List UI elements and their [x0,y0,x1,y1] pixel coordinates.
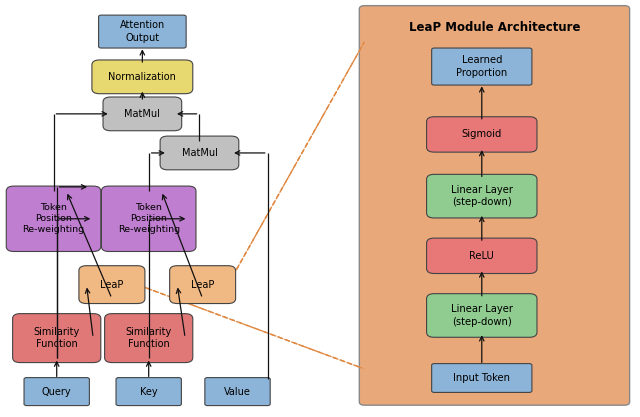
Text: Linear Layer
(step-down): Linear Layer (step-down) [451,304,513,327]
FancyBboxPatch shape [79,266,145,304]
Text: Token
Position
Re-weighting: Token Position Re-weighting [22,203,84,234]
Text: MatMul: MatMul [124,109,160,119]
FancyBboxPatch shape [101,186,196,251]
FancyBboxPatch shape [359,6,630,405]
FancyBboxPatch shape [104,314,193,363]
FancyBboxPatch shape [116,378,181,406]
FancyBboxPatch shape [99,15,186,48]
Text: LeaP: LeaP [191,280,214,290]
Text: Value: Value [224,387,251,397]
FancyBboxPatch shape [431,364,532,392]
FancyBboxPatch shape [92,60,193,94]
Text: Key: Key [140,387,157,397]
Text: Input Token: Input Token [453,373,510,383]
FancyBboxPatch shape [160,136,239,170]
Text: ReLU: ReLU [469,251,494,261]
Text: Token
Position
Re-weighting: Token Position Re-weighting [118,203,180,234]
FancyBboxPatch shape [427,174,537,218]
Text: Similarity
Function: Similarity Function [125,327,172,349]
Text: Sigmoid: Sigmoid [461,129,502,139]
FancyBboxPatch shape [431,48,532,85]
Text: Normalization: Normalization [108,72,176,82]
FancyBboxPatch shape [205,378,270,406]
FancyBboxPatch shape [427,238,537,274]
FancyBboxPatch shape [24,378,90,406]
FancyBboxPatch shape [427,117,537,152]
FancyBboxPatch shape [427,294,537,337]
Text: Learned
Proportion: Learned Proportion [456,55,508,78]
Text: Similarity
Function: Similarity Function [33,327,80,349]
Text: MatMul: MatMul [182,148,218,158]
FancyBboxPatch shape [170,266,236,304]
Text: LeaP Module Architecture: LeaP Module Architecture [409,21,580,34]
Text: Query: Query [42,387,72,397]
FancyBboxPatch shape [103,97,182,131]
FancyBboxPatch shape [6,186,100,251]
FancyBboxPatch shape [13,314,100,363]
Text: LeaP: LeaP [100,280,124,290]
Text: Attention
Output: Attention Output [120,20,165,43]
Text: Linear Layer
(step-down): Linear Layer (step-down) [451,185,513,207]
